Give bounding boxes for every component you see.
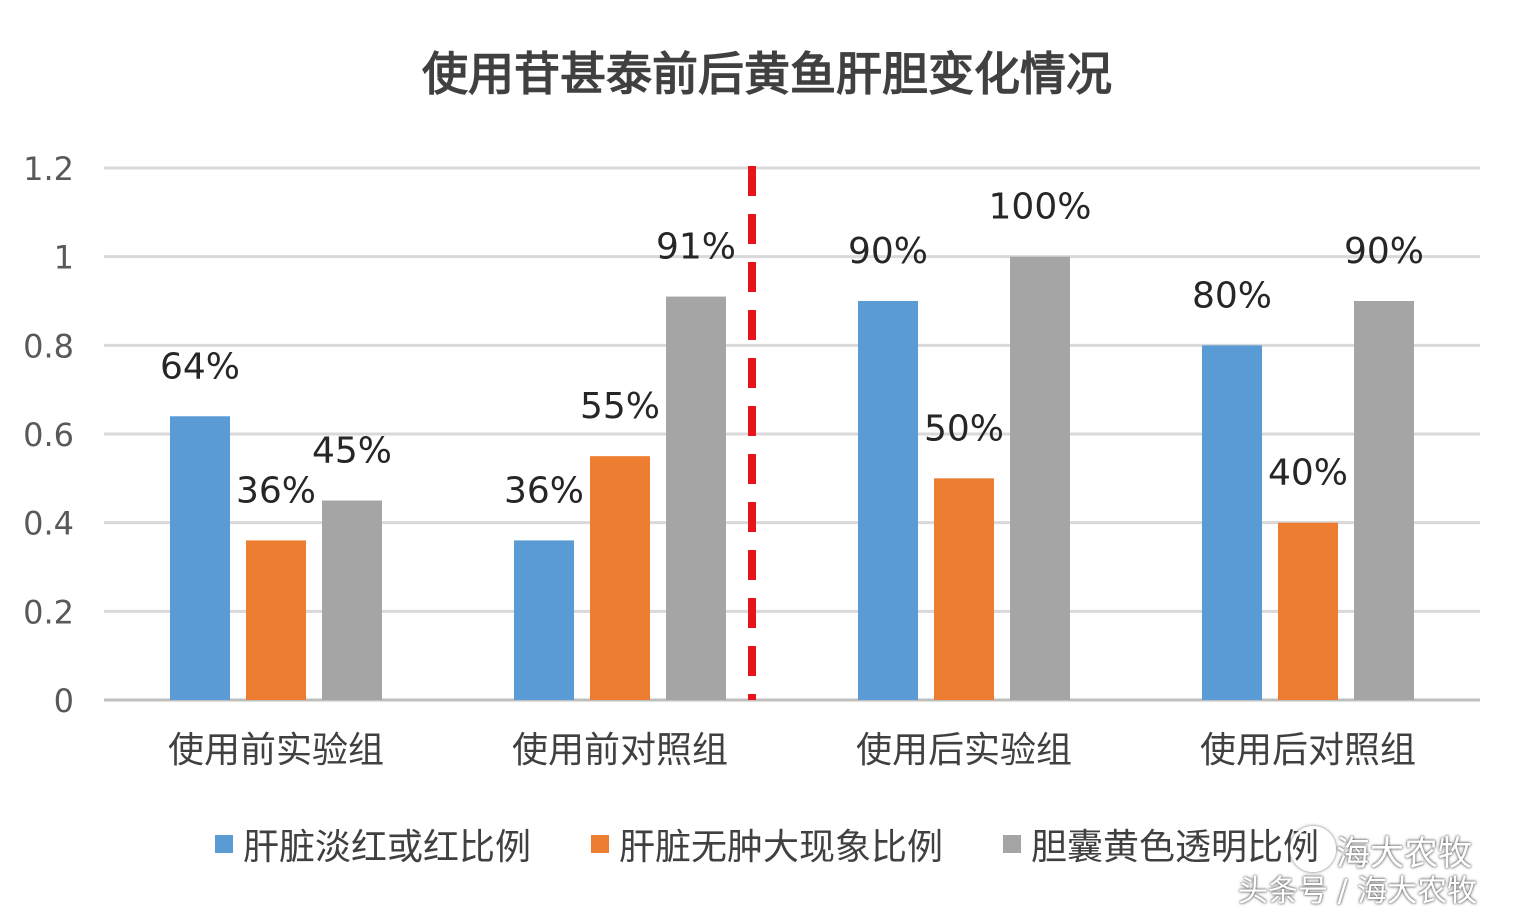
bar xyxy=(246,540,306,700)
y-tick-label: 1.2 xyxy=(23,150,74,188)
bar xyxy=(1010,256,1070,700)
data-label: 90% xyxy=(1344,231,1424,272)
legend-item-series-1[interactable]: 肝脏淡红或红比例 xyxy=(214,818,531,870)
bar-chart: 00.20.40.60.811.264%36%45%使用前实验组36%55%91… xyxy=(23,150,1480,771)
bar xyxy=(1202,345,1262,700)
legend-label-series-1: 肝脏淡红或红比例 xyxy=(242,827,531,868)
data-label: 100% xyxy=(989,187,1092,228)
y-tick-label: 0.2 xyxy=(23,593,74,631)
bar xyxy=(590,456,650,700)
y-tick-label: 0.8 xyxy=(23,327,74,365)
data-label: 45% xyxy=(312,431,392,472)
legend-item-series-3[interactable]: 胆囊黄色透明比例 xyxy=(1003,818,1319,870)
data-label: 36% xyxy=(504,470,584,511)
x-category-label: 使用前实验组 xyxy=(168,730,384,771)
watermark-logo-icon xyxy=(1290,826,1336,872)
chart-title: 使用苷甚泰前后黄鱼肝胆变化情况 xyxy=(422,47,1112,101)
x-category-label: 使用后对照组 xyxy=(1200,730,1416,771)
data-label: 90% xyxy=(848,231,928,272)
legend-label-series-2: 肝脏无肿大现象比例 xyxy=(618,827,943,868)
bar xyxy=(1354,301,1414,700)
x-category-label: 使用前对照组 xyxy=(512,730,728,771)
y-tick-label: 0 xyxy=(54,682,74,720)
x-category-label: 使用后实验组 xyxy=(856,730,1072,771)
bar xyxy=(322,500,382,700)
legend-label-series-3: 胆囊黄色透明比例 xyxy=(1031,827,1320,868)
bar xyxy=(170,416,230,700)
data-label: 91% xyxy=(656,227,736,268)
data-label: 40% xyxy=(1268,453,1348,494)
y-tick-label: 1 xyxy=(54,239,74,277)
legend-swatch-series-2 xyxy=(590,835,609,853)
bar xyxy=(1278,522,1338,700)
data-label: 36% xyxy=(236,470,316,511)
bar xyxy=(934,478,994,700)
watermark-line2: 头条号 / 海大农牧 xyxy=(1238,874,1478,909)
legend-swatch-series-3 xyxy=(1003,835,1021,853)
bar xyxy=(666,296,726,700)
y-tick-label: 0.4 xyxy=(23,505,74,543)
data-label: 55% xyxy=(580,386,660,427)
legend-item-series-2[interactable]: 肝脏无肿大现象比例 xyxy=(590,818,943,870)
legend: 肝脏淡红或红比例 肝脏无肿大现象比例 胆囊黄色透明比例 xyxy=(0,818,1534,870)
watermark-line1: 海大农牧 xyxy=(1336,834,1472,874)
bar xyxy=(514,540,574,700)
legend-swatch-series-1 xyxy=(214,835,233,853)
data-label: 50% xyxy=(924,408,1004,449)
data-label: 64% xyxy=(160,346,240,387)
y-tick-label: 0.6 xyxy=(23,416,74,454)
data-label: 80% xyxy=(1192,275,1272,316)
bar xyxy=(858,301,918,700)
